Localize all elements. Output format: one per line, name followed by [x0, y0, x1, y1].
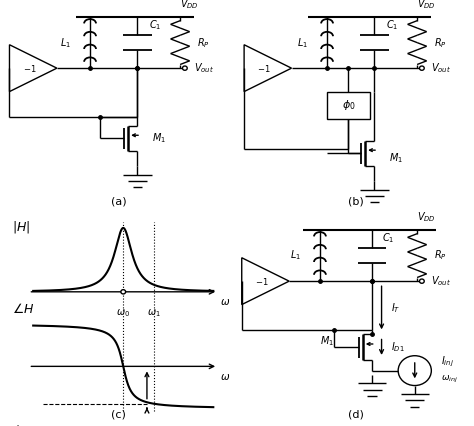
- Text: (c): (c): [111, 410, 126, 420]
- Text: $-1$: $-1$: [257, 63, 271, 74]
- Text: $I_{inj}$: $I_{inj}$: [441, 355, 454, 369]
- Circle shape: [419, 279, 424, 283]
- Circle shape: [398, 356, 431, 386]
- Text: $V_{out}$: $V_{out}$: [431, 274, 451, 288]
- Text: $\omega_1$: $\omega_1$: [147, 307, 161, 319]
- Text: (b): (b): [347, 197, 364, 207]
- Text: $\omega$: $\omega$: [220, 372, 231, 382]
- Text: $V_{DD}$: $V_{DD}$: [417, 210, 436, 224]
- Text: $V_{out}$: $V_{out}$: [431, 61, 451, 75]
- Text: $\angle H$: $\angle H$: [12, 302, 34, 316]
- Text: $R_P$: $R_P$: [197, 36, 210, 49]
- Text: $I_{D1}$: $I_{D1}$: [391, 340, 405, 354]
- Text: $I_T$: $I_T$: [391, 301, 401, 315]
- Text: $-1$: $-1$: [255, 276, 269, 287]
- Text: $C_1$: $C_1$: [382, 232, 394, 245]
- Text: (d): (d): [347, 410, 364, 420]
- Text: $M_1$: $M_1$: [389, 151, 403, 164]
- Text: $R_P$: $R_P$: [434, 36, 447, 49]
- Text: $C_1$: $C_1$: [149, 19, 162, 32]
- Text: $V_{out}$: $V_{out}$: [194, 61, 214, 75]
- Text: $\omega_{inj}$: $\omega_{inj}$: [441, 374, 458, 385]
- Text: $L_1$: $L_1$: [60, 36, 71, 49]
- Text: $L_1$: $L_1$: [297, 36, 308, 49]
- Text: $M_1$: $M_1$: [320, 334, 334, 348]
- Circle shape: [121, 290, 126, 294]
- Text: $\omega_0$: $\omega_0$: [116, 307, 130, 319]
- Circle shape: [182, 66, 187, 70]
- Text: $\phi_0$: $\phi_0$: [13, 423, 25, 426]
- Text: $V_{DD}$: $V_{DD}$: [180, 0, 199, 11]
- Text: $R_P$: $R_P$: [434, 249, 447, 262]
- Text: $\omega$: $\omega$: [220, 297, 231, 308]
- Bar: [327, 92, 370, 119]
- Text: $V_{DD}$: $V_{DD}$: [417, 0, 436, 11]
- Text: $-1$: $-1$: [23, 63, 36, 74]
- Text: $L_1$: $L_1$: [290, 249, 301, 262]
- Text: $|H|$: $|H|$: [12, 219, 30, 236]
- Text: $C_1$: $C_1$: [386, 19, 399, 32]
- Circle shape: [419, 66, 424, 70]
- Text: (a): (a): [111, 197, 126, 207]
- Text: $M_1$: $M_1$: [152, 132, 166, 145]
- Text: $\phi_0$: $\phi_0$: [342, 98, 355, 112]
